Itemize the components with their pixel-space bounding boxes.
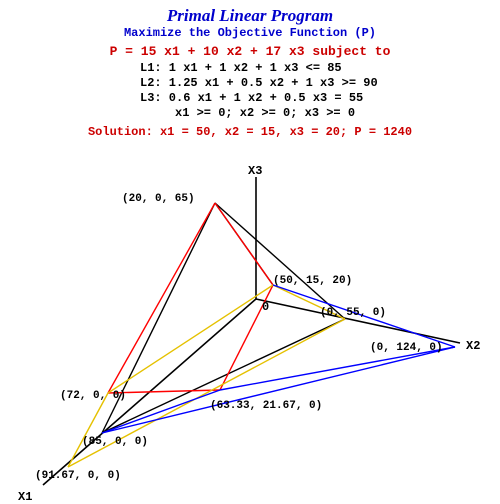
vertex-label: (50, 15, 20) (273, 275, 352, 287)
constraint-l2: L2: 1.25 x1 + 0.5 x2 + 1 x3 >= 90 (140, 76, 500, 91)
vertex-label: (0, 55, 0) (320, 307, 386, 319)
lp-plot (0, 165, 500, 500)
axis-label-x2: X2 (466, 339, 480, 353)
axis-label-x3: X3 (248, 164, 262, 178)
objective: P = 15 x1 + 10 x2 + 17 x3 subject to (0, 44, 500, 59)
constraint-nonneg: x1 >= 0; x2 >= 0; x3 >= 0 (175, 106, 500, 121)
subtitle: Maximize the Objective Function (P) (0, 26, 500, 40)
constraint-l1: L1: 1 x1 + 1 x2 + 1 x3 <= 85 (140, 61, 500, 76)
vertex-label: (72, 0, 0) (60, 390, 126, 402)
vertex-label: (20, 0, 65) (122, 193, 195, 205)
vertex-label: (0, 124, 0) (370, 342, 443, 354)
vertex-label: (91.67, 0, 0) (35, 470, 121, 482)
title: Primal Linear Program (0, 6, 500, 26)
origin-label: 0 (262, 300, 269, 314)
vertex-label: (85, 0, 0) (82, 436, 148, 448)
vertex-label: (63.33, 21.67, 0) (210, 400, 322, 412)
solution: Solution: x1 = 50, x2 = 15, x3 = 20; P =… (0, 125, 500, 139)
constraints-block: L1: 1 x1 + 1 x2 + 1 x3 <= 85 L2: 1.25 x1… (140, 61, 500, 121)
constraint-l3: L3: 0.6 x1 + 1 x2 + 0.5 x3 = 55 (140, 91, 500, 106)
axis-label-x1: X1 (18, 490, 32, 504)
